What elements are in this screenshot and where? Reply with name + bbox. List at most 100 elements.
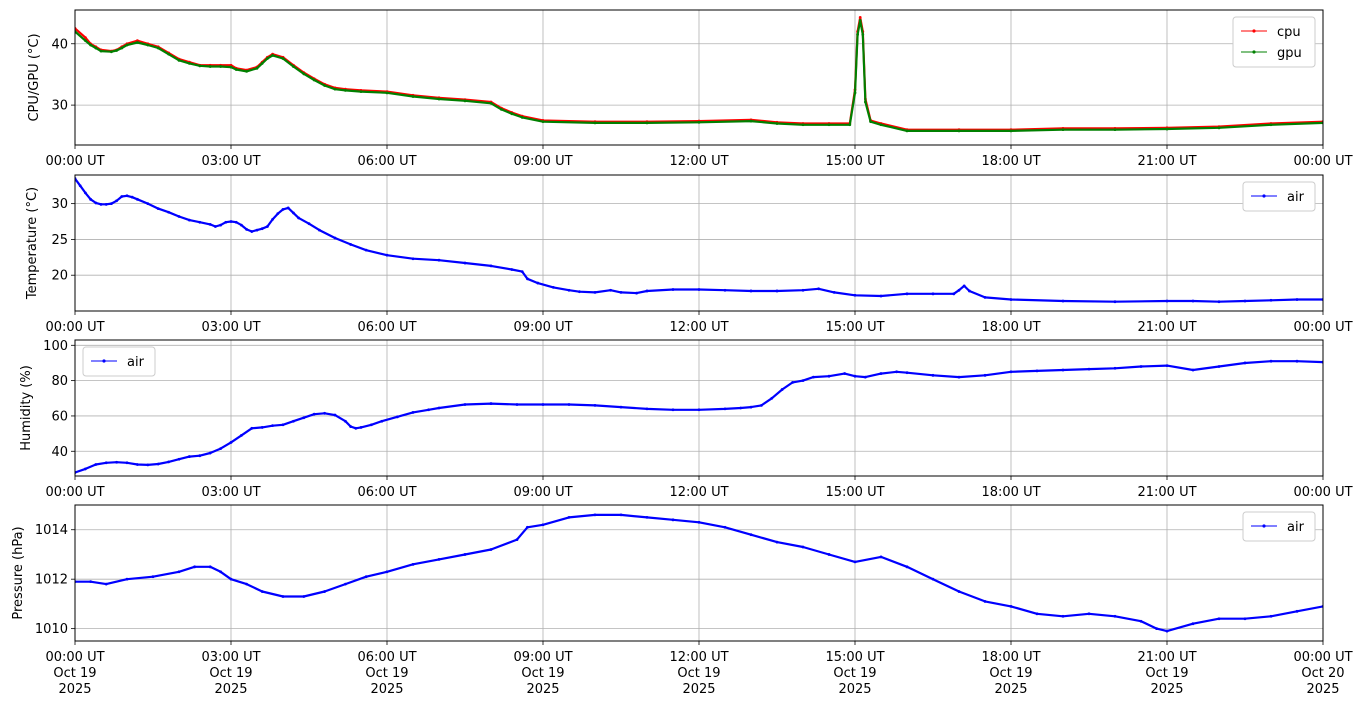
- data-point: [697, 120, 701, 124]
- data-point: [292, 211, 295, 215]
- x-tick-label: 09:00 UT: [513, 320, 572, 335]
- legend-label-air: air: [1287, 190, 1305, 205]
- data-point: [167, 52, 171, 56]
- data-point: [1113, 366, 1117, 370]
- x-tick-label: Oct 20: [1301, 666, 1344, 681]
- y-axis-label: Temperature (°C): [25, 187, 40, 300]
- data-point: [1217, 365, 1221, 368]
- data-point: [749, 533, 753, 537]
- data-point: [78, 184, 82, 188]
- legend: cpu gpu: [1232, 16, 1316, 68]
- data-point: [385, 570, 389, 574]
- data-point: [749, 119, 753, 123]
- x-tick-label: 06:00 UT: [357, 320, 416, 335]
- data-point: [593, 290, 597, 294]
- x-tick-label: Oct 19: [833, 666, 876, 681]
- data-point: [99, 202, 103, 206]
- data-point: [1061, 614, 1065, 618]
- legend-label-cpu: cpu: [1277, 25, 1301, 40]
- data-point: [723, 407, 727, 411]
- x-tick-label: 21:00 UT: [1137, 320, 1196, 335]
- data-point: [853, 560, 857, 564]
- x-tick-label: 15:00 UT: [825, 485, 884, 500]
- data-point: [1087, 612, 1091, 616]
- data-point: [952, 292, 956, 296]
- data-point: [510, 268, 514, 271]
- data-point: [437, 406, 441, 410]
- x-tick-label: 21:00 UT: [1137, 650, 1196, 665]
- data-point: [500, 108, 503, 111]
- data-point: [224, 220, 228, 224]
- data-point: [1191, 368, 1195, 372]
- series-line-air: [75, 513, 1323, 633]
- data-point: [198, 64, 202, 68]
- data-point: [255, 66, 259, 70]
- data-point: [349, 243, 352, 246]
- data-point: [281, 57, 285, 60]
- data-point: [552, 285, 555, 289]
- data-point: [541, 403, 545, 406]
- data-point: [864, 100, 867, 104]
- x-tick-label: 00:00 UT: [1293, 650, 1352, 665]
- data-point: [219, 65, 223, 68]
- data-point: [567, 288, 571, 292]
- data-point: [260, 61, 264, 65]
- data-point: [1217, 126, 1221, 130]
- data-point: [286, 206, 290, 210]
- data-point: [1087, 367, 1091, 371]
- data-point: [1295, 298, 1299, 301]
- data-point: [271, 424, 274, 428]
- data-point: [905, 371, 909, 375]
- data-point: [848, 123, 852, 127]
- data-point: [1269, 614, 1273, 618]
- data-point: [115, 49, 118, 52]
- data-point: [1035, 612, 1039, 616]
- data-point: [864, 375, 867, 379]
- data-point: [697, 408, 701, 412]
- data-point: [333, 87, 337, 91]
- data-point: [526, 525, 529, 529]
- data-point: [318, 228, 321, 232]
- data-point: [193, 565, 197, 569]
- x-tick-label: 2025: [526, 682, 559, 697]
- data-point: [281, 595, 285, 598]
- data-point: [380, 419, 384, 423]
- data-point: [177, 215, 181, 218]
- x-tick-label: 00:00 UT: [45, 485, 104, 500]
- y-tick-label: 30: [51, 197, 68, 212]
- data-point: [1243, 617, 1247, 621]
- data-point: [567, 515, 571, 519]
- data-point: [609, 288, 612, 292]
- data-point: [463, 553, 467, 556]
- data-point: [1061, 299, 1065, 303]
- x-tick-label: 2025: [682, 682, 715, 697]
- data-point: [1061, 368, 1065, 372]
- data-point: [250, 426, 254, 430]
- data-point: [1035, 369, 1039, 373]
- data-point: [198, 220, 202, 224]
- data-point: [1113, 128, 1117, 132]
- data-point: [281, 423, 285, 427]
- data-point: [791, 380, 794, 384]
- data-point: [1243, 361, 1247, 365]
- data-point: [229, 577, 233, 581]
- data-point: [1191, 299, 1195, 303]
- data-point: [156, 46, 160, 50]
- data-point: [749, 289, 753, 293]
- data-point: [593, 121, 597, 125]
- series-air: [75, 177, 1323, 304]
- data-point: [526, 277, 529, 281]
- legend-frame: [1232, 16, 1316, 68]
- x-tick-label: 09:00 UT: [513, 485, 572, 500]
- data-point: [188, 218, 191, 222]
- data-point: [1243, 299, 1247, 303]
- x-tick-label: 06:00 UT: [357, 154, 416, 169]
- data-point: [697, 288, 701, 291]
- data-point: [931, 577, 935, 581]
- data-point: [463, 261, 467, 265]
- legend-marker-air: [1262, 524, 1266, 528]
- data-point: [489, 548, 493, 551]
- legend-frame: [1242, 181, 1316, 212]
- x-tick-label: Oct 19: [677, 666, 720, 681]
- data-point: [229, 65, 233, 69]
